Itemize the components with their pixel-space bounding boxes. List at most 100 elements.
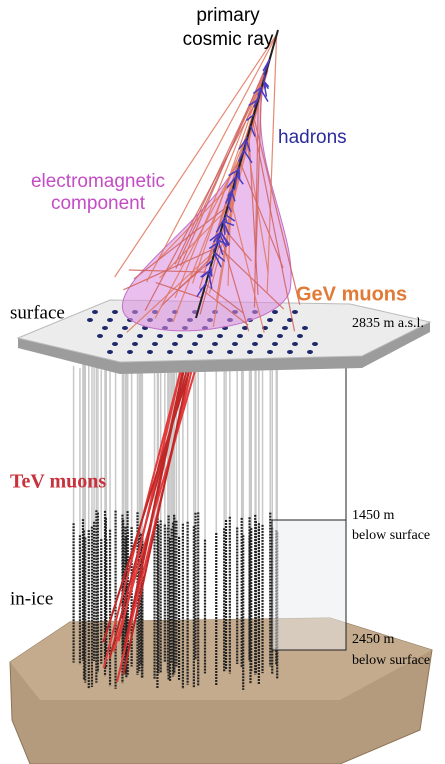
tank xyxy=(152,342,158,346)
tank xyxy=(97,334,103,338)
tank xyxy=(107,318,113,322)
hadron-track xyxy=(243,140,248,153)
label: 1450 m xyxy=(352,508,395,523)
hadron-track xyxy=(223,220,235,227)
shower-track xyxy=(215,172,238,300)
shower-track xyxy=(146,34,278,283)
tank xyxy=(102,326,108,330)
tev-track xyxy=(123,356,187,649)
hadron-track xyxy=(213,253,222,268)
hadron-track xyxy=(212,239,219,253)
tank xyxy=(147,350,153,354)
hadron-track xyxy=(238,136,249,150)
label: component xyxy=(51,193,146,214)
hadron-track xyxy=(262,80,270,90)
hadron-track xyxy=(228,169,239,177)
hadron-track xyxy=(224,216,228,222)
label: hadrons xyxy=(278,127,347,148)
hadron-track xyxy=(243,149,253,164)
hadron-track xyxy=(260,89,269,102)
tank xyxy=(197,334,203,338)
hadron-track xyxy=(215,234,221,243)
hadron-track xyxy=(215,217,226,233)
shower-track xyxy=(175,72,267,269)
tank xyxy=(117,334,123,338)
shower-track xyxy=(239,162,284,269)
tank xyxy=(137,334,143,338)
shower-track xyxy=(255,87,263,268)
tank xyxy=(87,318,93,322)
label: below surface xyxy=(352,528,430,543)
hadron-track xyxy=(219,231,231,246)
tank xyxy=(192,342,198,346)
shower-track xyxy=(191,59,271,284)
hadron-track xyxy=(255,90,262,104)
hadron-track xyxy=(237,150,245,162)
tank xyxy=(282,326,288,330)
shower-track xyxy=(157,179,236,261)
hadron-track xyxy=(219,234,227,248)
label: GeV muons xyxy=(296,283,407,305)
hadron-track xyxy=(224,214,236,222)
hadron-track xyxy=(252,86,263,95)
tank xyxy=(157,334,163,338)
detector-box xyxy=(271,519,347,651)
label: 2835 m a.s.l. xyxy=(352,316,424,331)
hadron-track xyxy=(209,232,221,242)
tank xyxy=(272,342,278,346)
tank xyxy=(277,334,283,338)
shower-track xyxy=(114,33,278,278)
hadron-track xyxy=(208,242,218,250)
tank xyxy=(112,310,118,314)
hadron-track xyxy=(262,59,271,76)
hadron-track xyxy=(209,268,212,276)
shower-track xyxy=(219,233,250,332)
tank xyxy=(302,326,308,330)
tank xyxy=(292,310,298,314)
shower-track xyxy=(251,119,296,332)
hadron-track xyxy=(196,282,207,298)
label: below surface xyxy=(352,653,430,668)
hadron-track xyxy=(245,140,251,152)
tank xyxy=(227,350,233,354)
tank xyxy=(112,342,118,346)
shower-track xyxy=(174,67,268,299)
shower-track xyxy=(128,269,210,273)
surface-top xyxy=(16,299,432,363)
tank xyxy=(242,326,248,330)
hadron-track xyxy=(209,266,213,277)
tank xyxy=(247,350,253,354)
tank xyxy=(267,350,273,354)
hadron-track xyxy=(205,259,213,267)
tank xyxy=(267,318,273,322)
tank xyxy=(297,334,303,338)
shower-track xyxy=(144,95,260,311)
hadron-track xyxy=(238,167,241,180)
hadron-track xyxy=(224,188,234,204)
tev-muon-tracks xyxy=(102,340,203,683)
tank xyxy=(272,310,278,314)
tank xyxy=(287,350,293,354)
hadron-track xyxy=(227,192,233,207)
tank xyxy=(312,342,318,346)
shower-track xyxy=(245,140,269,273)
label: 2450 m xyxy=(352,632,395,647)
shower-track xyxy=(252,115,301,305)
hadron-track xyxy=(201,270,210,278)
hadron-track xyxy=(208,272,213,289)
tank xyxy=(127,350,133,354)
hadron-track xyxy=(231,191,236,202)
tank xyxy=(187,350,193,354)
shower-track xyxy=(123,247,217,291)
hadron-track xyxy=(214,251,226,262)
label: cosmic ray xyxy=(183,29,274,50)
shower-track xyxy=(266,34,278,293)
shower-track xyxy=(253,99,259,308)
tev-track xyxy=(122,345,196,675)
hadron-track xyxy=(236,174,244,185)
label: TeV muons xyxy=(10,471,106,493)
tank xyxy=(217,334,223,338)
tank xyxy=(237,334,243,338)
shower-track xyxy=(126,250,216,333)
